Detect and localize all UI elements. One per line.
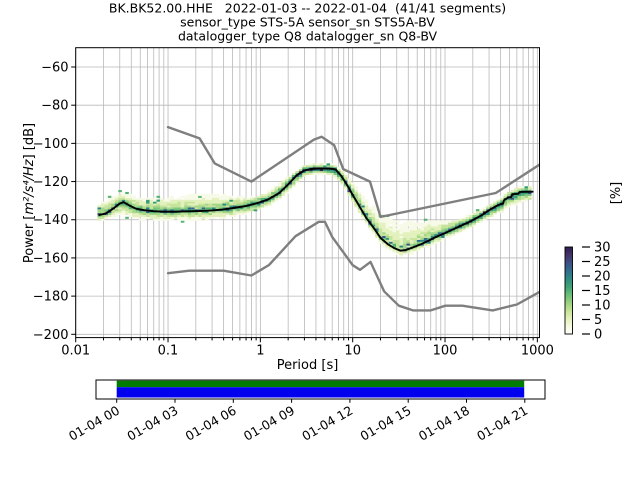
y-tick-label: −80 [41,99,68,114]
x-tick-label: 100 [433,344,458,359]
noise-model-lines [166,125,540,312]
chart-render-layer [71,47,590,403]
y-tick-label: −200 [33,328,69,343]
colorbar-tick-label: 25 [594,255,611,270]
y-axis-label: Power [m²/s⁴/Hz] [dB] [22,123,37,263]
colorbar-tick-label: 0 [594,328,602,343]
ppsd-histogram-cells [97,163,532,258]
x-tick-label: 1 [256,344,264,359]
colorbar-tick-label: 15 [594,284,611,299]
psd-mode-line [98,167,534,252]
timeline-date-label: 01-04 03 [124,403,180,444]
timeline-date-label: 01-04 00 [66,403,122,444]
y-tick-label: −100 [33,137,69,152]
timeline-date-label: 01-04 21 [474,403,530,444]
axis-ticks [71,66,538,343]
colorbar-tick-label: 30 [594,241,611,256]
colorbar-tick-label: 5 [594,313,602,328]
figure-title-line2: sensor_type STS-5A sensor_sn STS5A-BV [180,15,435,30]
x-tick-label: 0.1 [158,344,179,359]
colorbar-tick-label: 20 [594,270,611,285]
y-tick-label: −60 [41,61,68,76]
y-tick-label: −180 [33,290,69,305]
timeline-date-label: 01-04 18 [416,403,472,444]
plot-frame [75,47,540,339]
colorbar-tick-label: 10 [594,299,611,314]
x-tick-label: 10 [344,344,361,359]
colorbar-label: [%] [609,182,624,205]
y-tick-label: −160 [33,251,69,266]
colorbar [564,246,590,335]
plot-grid [75,47,540,338]
timeline-coverage [95,379,546,403]
timeline-date-label: 01-04 06 [183,403,239,444]
timeline-date-label: 01-04 12 [299,403,355,444]
timeline-date-label: 01-04 15 [358,403,414,444]
y-tick-label: −140 [33,213,69,228]
timeline-date-label: 01-04 09 [241,403,297,444]
figure-title-line3: datalogger_type Q8 datalogger_sn Q8-BV [178,29,438,44]
y-tick-label: −120 [33,175,69,190]
x-axis-label: Period [s] [277,358,339,373]
x-tick-label: 0.01 [61,344,90,359]
x-tick-label: 1000 [521,344,554,359]
figure-title-line1: BK.BK52.00.HHE 2022-01-03 -- 2022-01-04 … [109,1,506,16]
